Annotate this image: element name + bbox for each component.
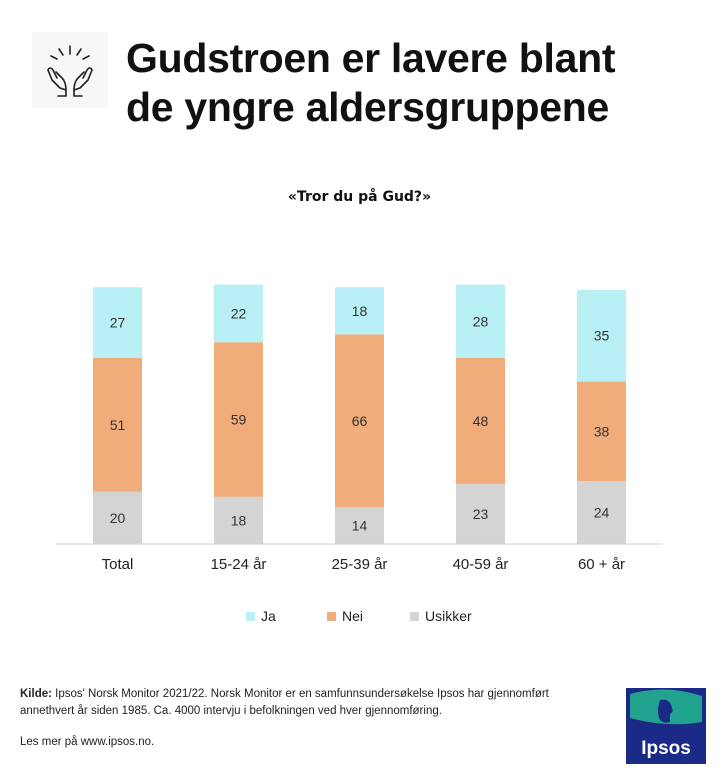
data-label-nei-3: 48	[473, 413, 489, 429]
data-label-nei-1: 59	[231, 412, 247, 428]
bar-nei-4	[577, 381, 626, 482]
logo-text: Ipsos	[641, 738, 691, 759]
bar-nei-3	[456, 357, 505, 484]
bar-nei-2	[335, 334, 384, 508]
legend-item-ja: Ja	[246, 608, 276, 624]
legend-swatch-usikker	[410, 611, 419, 621]
data-label-nei-2: 66	[352, 413, 368, 429]
ipsos-logo: Ipsos	[626, 688, 706, 764]
bar-usikker-2	[335, 507, 384, 544]
bar-usikker-1	[214, 496, 263, 544]
page-title: Gudstroen er lavere blant de yngre alder…	[126, 34, 706, 132]
title-line-1: Gudstroen er lavere blant	[126, 35, 616, 81]
bar-ja-0	[93, 287, 142, 358]
x-tick-label-4: 60 + år	[578, 556, 625, 573]
more-info-text: Les mer på www.ipsos.no.	[20, 736, 155, 748]
x-tick-label-3: 40-59 år	[453, 556, 509, 573]
data-label-usikker-2: 14	[352, 518, 368, 534]
legend-swatch-nei	[327, 611, 336, 621]
legend-swatch-ja	[246, 611, 255, 621]
x-tick-label-2: 25-39 år	[332, 556, 388, 573]
source-note: Kilde: Ipsos' Norsk Monitor 2021/22. Nor…	[20, 686, 605, 720]
data-label-ja-2: 18	[352, 303, 368, 319]
bar-ja-1	[214, 284, 263, 343]
data-label-ja-0: 27	[110, 315, 126, 331]
bar-usikker-4	[577, 481, 626, 544]
bar-nei-1	[214, 342, 263, 497]
bar-ja-3	[456, 284, 505, 358]
chart-legend: Ja Nei Usikker	[0, 608, 719, 628]
legend-label-usikker: Usikker	[425, 608, 472, 624]
data-label-ja-1: 22	[231, 305, 247, 321]
x-tick-label-0: Total	[102, 556, 134, 573]
data-label-usikker-1: 18	[231, 512, 247, 528]
data-label-usikker-3: 23	[473, 506, 489, 522]
source-text: Ipsos' Norsk Monitor 2021/22. Norsk Moni…	[20, 688, 549, 717]
legend-label-nei: Nei	[342, 608, 364, 624]
bar-ja-4	[577, 289, 626, 382]
title-line-2: de yngre aldersgruppene	[126, 84, 609, 130]
chart-title: «Tror du på Gud?»	[287, 189, 432, 205]
data-label-nei-4: 38	[594, 423, 610, 439]
legend-item-usikker: Usikker	[410, 608, 472, 624]
data-label-ja-3: 28	[473, 313, 489, 329]
data-label-usikker-0: 20	[110, 510, 126, 526]
bar-usikker-0	[93, 491, 142, 544]
data-label-nei-0: 51	[110, 417, 126, 433]
bar-nei-0	[93, 357, 142, 492]
data-label-ja-4: 35	[594, 328, 610, 344]
praying-hands-icon	[32, 32, 108, 108]
stacked-bar-chart: 20 51 27 Total 18 59 22 15-24 år 14 66 18 25-39 år 2…	[56, 284, 662, 573]
bar-usikker-3	[456, 483, 505, 544]
legend-item-nei: Nei	[327, 608, 363, 624]
bar-ja-2	[335, 287, 384, 335]
data-label-usikker-4: 24	[594, 505, 610, 521]
source-label: Kilde:	[20, 688, 52, 700]
legend-label-ja: Ja	[261, 608, 276, 624]
x-tick-label-1: 15-24 år	[211, 556, 267, 573]
